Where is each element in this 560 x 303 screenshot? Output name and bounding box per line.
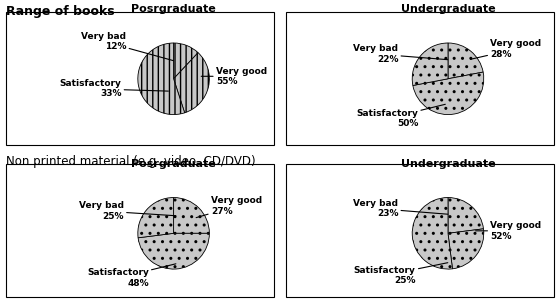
Text: Satisfactory
48%: Satisfactory 48% (87, 264, 176, 288)
Wedge shape (138, 233, 209, 269)
Wedge shape (413, 72, 484, 115)
Wedge shape (412, 43, 448, 85)
Text: Very bad
23%: Very bad 23% (353, 199, 447, 218)
Wedge shape (174, 53, 209, 113)
Text: Satisfactory
50%: Satisfactory 50% (356, 104, 445, 128)
Text: Very bad
22%: Very bad 22% (353, 44, 447, 64)
Wedge shape (174, 198, 209, 233)
Text: Satisfactory
33%: Satisfactory 33% (59, 79, 169, 98)
Wedge shape (138, 198, 174, 238)
Text: Very bad
12%: Very bad 12% (81, 32, 174, 61)
Title: Posrgraduate: Posrgraduate (131, 159, 216, 169)
Text: Satisfactory
25%: Satisfactory 25% (354, 263, 448, 285)
Title: Undergraduate: Undergraduate (401, 5, 495, 15)
Text: Range of books: Range of books (6, 5, 114, 18)
Text: Very good
55%: Very good 55% (201, 67, 267, 86)
Wedge shape (138, 43, 185, 115)
Wedge shape (448, 43, 483, 79)
Wedge shape (412, 198, 452, 269)
Wedge shape (448, 229, 484, 269)
Title: Undergraduate: Undergraduate (401, 159, 495, 169)
Title: Posrgraduate: Posrgraduate (131, 5, 216, 15)
Text: Very bad
25%: Very bad 25% (79, 201, 176, 221)
Wedge shape (174, 43, 198, 79)
Text: Very good
52%: Very good 52% (475, 221, 542, 241)
Text: Very good
27%: Very good 27% (196, 196, 262, 218)
Text: Very good
28%: Very good 28% (470, 39, 542, 59)
Wedge shape (448, 198, 483, 233)
Text: Non printed material (e.g. video, CD/DVD): Non printed material (e.g. video, CD/DVD… (6, 155, 255, 168)
